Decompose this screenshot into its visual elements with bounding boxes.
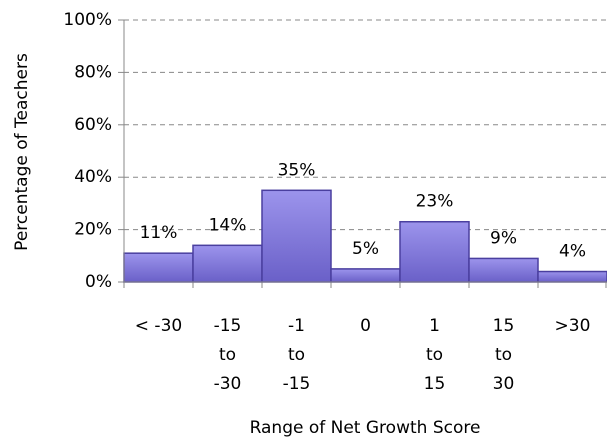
x-axis-title: Range of Net Growth Score bbox=[250, 418, 481, 438]
y-axis-title: Percentage of Teachers bbox=[12, 53, 32, 251]
x-tick-label-line: to bbox=[288, 345, 305, 365]
x-tick-label-line: to bbox=[426, 345, 443, 365]
x-tick-label: 0 bbox=[360, 316, 371, 336]
y-tick-label: 60% bbox=[74, 115, 112, 135]
x-tick-label-line: 30 bbox=[493, 374, 515, 394]
bar bbox=[468, 257, 539, 283]
y-tick-label: 40% bbox=[74, 167, 112, 187]
x-tick-label-line: 15 bbox=[424, 374, 446, 394]
y-tick-label: 100% bbox=[63, 10, 112, 30]
x-tick-label-line: 1 bbox=[429, 316, 440, 336]
data-label: 9% bbox=[490, 228, 517, 248]
x-tick-label: 1 to 15 bbox=[424, 316, 446, 394]
data-label: 14% bbox=[209, 215, 247, 235]
x-tick-label-line: >30 bbox=[555, 316, 591, 336]
y-tick-label: 20% bbox=[74, 220, 112, 240]
x-tick-label-line: -15 bbox=[283, 374, 311, 394]
x-tick-label-line: to bbox=[495, 345, 512, 365]
x-tick-label: -15 to -30 bbox=[214, 316, 242, 394]
x-tick-label: 15 to 30 bbox=[493, 316, 515, 394]
data-label: 35% bbox=[278, 160, 316, 180]
bar bbox=[123, 252, 194, 283]
data-label: 23% bbox=[416, 192, 454, 212]
data-label: 5% bbox=[352, 239, 379, 259]
x-tick-label-line: -15 bbox=[214, 316, 242, 336]
x-tick-label-line: -1 bbox=[288, 316, 305, 336]
bar bbox=[261, 189, 332, 283]
x-tick-label-line: -30 bbox=[214, 374, 242, 394]
x-tick-label-line: to bbox=[219, 345, 236, 365]
x-tick-label: < -30 bbox=[135, 316, 182, 336]
x-tick-label-line: < -30 bbox=[135, 316, 182, 336]
data-label: 4% bbox=[559, 242, 586, 262]
bar bbox=[192, 244, 263, 283]
x-tick-label: -1 to -15 bbox=[283, 316, 311, 394]
bar bbox=[330, 268, 401, 283]
x-tick-label: >30 bbox=[555, 316, 591, 336]
bar bbox=[537, 270, 607, 283]
x-tick-label-line: 15 bbox=[493, 316, 515, 336]
data-label: 11% bbox=[140, 223, 178, 243]
y-tick-label: 80% bbox=[74, 62, 112, 82]
x-tick-label-line: 0 bbox=[360, 316, 371, 336]
y-tick-label: 0% bbox=[85, 272, 112, 292]
bar bbox=[399, 220, 470, 283]
